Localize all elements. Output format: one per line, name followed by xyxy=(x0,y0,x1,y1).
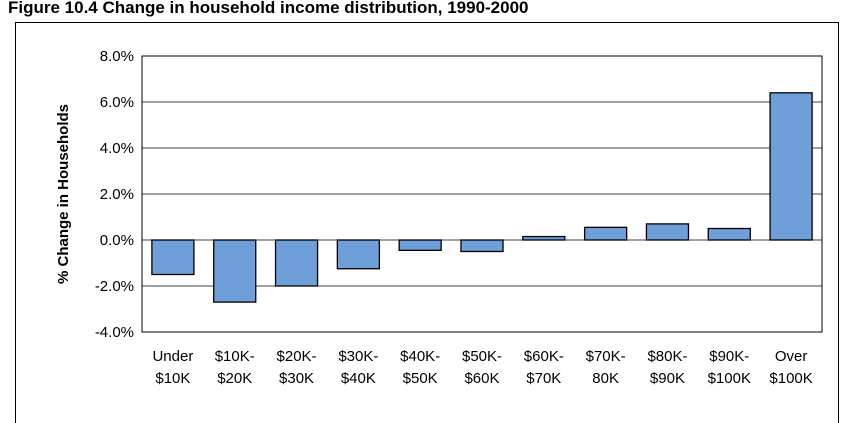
x-tick-line: $40K- xyxy=(400,348,440,365)
x-tick-line: $50K xyxy=(403,370,438,387)
y-tick-label: 8.0% xyxy=(100,48,134,65)
chart-frame xyxy=(15,22,839,423)
x-tick-line: $50K- xyxy=(462,348,502,365)
x-tick-line: $20K- xyxy=(277,348,317,365)
y-tick-label: -2.0% xyxy=(95,278,134,295)
y-tick-label: -4.0% xyxy=(95,324,134,341)
x-tick-line: $40K xyxy=(341,370,376,387)
bar xyxy=(274,239,319,287)
x-tick-line: $10K xyxy=(155,370,190,387)
x-tick-line: $60K- xyxy=(524,348,564,365)
y-tick-label: 2.0% xyxy=(100,186,134,203)
x-tick-label: Under $10K xyxy=(152,348,193,387)
x-tick-line: $80K- xyxy=(647,348,687,365)
y-tick-label: 4.0% xyxy=(100,140,134,157)
x-tick-line: Over xyxy=(775,348,808,365)
x-tick-line: $30K- xyxy=(338,348,378,365)
x-tick-line: $10K- xyxy=(215,348,255,365)
x-tick-label: Over $100K xyxy=(769,348,812,387)
y-tick-label: 0.0% xyxy=(100,232,134,249)
x-tick-label: $90K- $100K xyxy=(708,348,751,387)
x-tick-line: $90K- xyxy=(709,348,749,365)
plot-border xyxy=(141,55,823,333)
x-tick-label: $30K- $40K xyxy=(338,348,378,387)
x-tick-label: $80K- $90K xyxy=(647,348,687,387)
x-tick-line: 80K xyxy=(592,370,619,387)
x-tick-label: $10K- $20K xyxy=(215,348,255,387)
x-tick-line: Under xyxy=(152,348,193,365)
y-axis-title: % Change in Households xyxy=(55,104,72,284)
y-tick-label: 6.0% xyxy=(100,94,134,111)
x-tick-label: $40K- $50K xyxy=(400,348,440,387)
bar xyxy=(769,92,813,241)
bar xyxy=(583,226,628,241)
x-tick-line: $70K- xyxy=(586,348,626,365)
x-tick-line: $70K xyxy=(526,370,561,387)
x-tick-line: $90K xyxy=(650,370,685,387)
x-tick-line: $100K xyxy=(769,370,812,387)
chart-title: Figure 10.4 Change in household income d… xyxy=(8,0,529,17)
x-tick-label: $70K- 80K xyxy=(586,348,626,387)
bar xyxy=(213,239,257,303)
bar xyxy=(398,239,442,251)
x-tick-label: $50K- $60K xyxy=(462,348,502,387)
x-tick-label: $60K- $70K xyxy=(524,348,564,387)
x-tick-line: $30K xyxy=(279,370,314,387)
bar xyxy=(645,223,690,241)
x-tick-label: $20K- $30K xyxy=(277,348,317,387)
bar xyxy=(522,235,566,241)
x-tick-line: $60K xyxy=(464,370,499,387)
bar xyxy=(707,227,751,241)
x-tick-line: $20K xyxy=(217,370,252,387)
bar xyxy=(460,239,504,253)
bar xyxy=(151,239,195,276)
x-tick-line: $100K xyxy=(708,370,751,387)
bar xyxy=(336,239,381,270)
